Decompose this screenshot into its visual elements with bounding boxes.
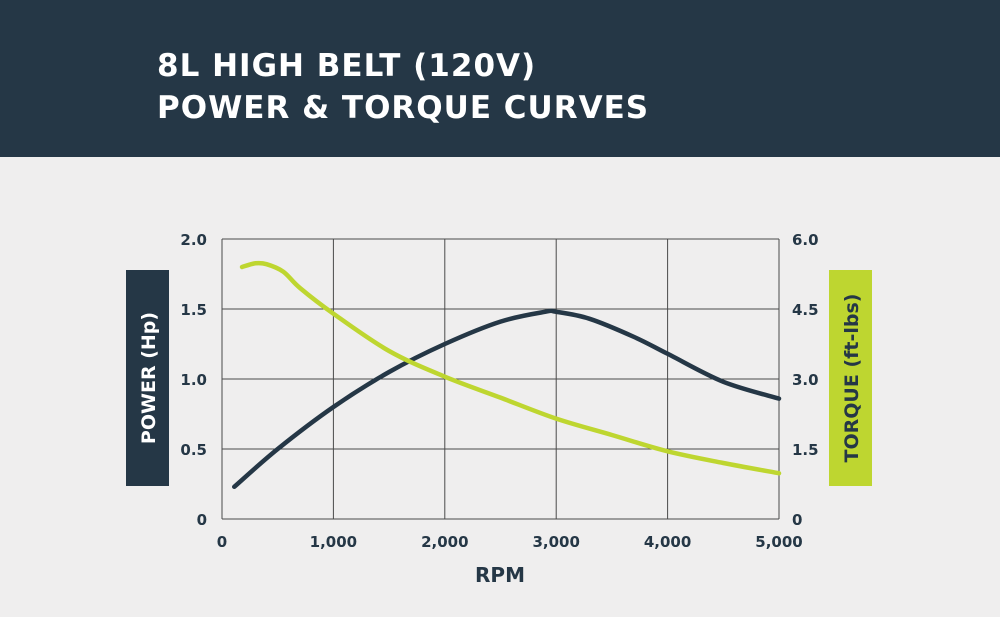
y-axis-label-torque: TORQUE (ft-lbs) — [829, 270, 872, 486]
x-tick-label: 4,000 — [644, 533, 691, 551]
y-tick-label-right: 1.5 — [792, 441, 819, 459]
y-tick-label-left: 0 — [197, 511, 207, 529]
y-tick-label-right: 4.5 — [792, 301, 819, 319]
header-banner: 8L HIGH BELT (120V) POWER & TORQUE CURVE… — [0, 0, 1000, 157]
y-axis-label-power: POWER (Hp) — [126, 270, 169, 486]
y-tick-label-left: 1.5 — [180, 301, 207, 319]
x-tick-label: 3,000 — [532, 533, 579, 551]
grid — [221, 238, 780, 520]
power-series-line — [232, 308, 782, 490]
chart-title-line-2: POWER & TORQUE CURVES — [157, 90, 650, 126]
y-tick-label-right: 6.0 — [792, 231, 819, 249]
y-tick-label-left: 2.0 — [180, 231, 207, 249]
y-tick-label-left: 0.5 — [180, 441, 207, 459]
x-tick-label: 1,000 — [310, 533, 357, 551]
series-lines — [232, 260, 782, 490]
torque-label-box — [829, 270, 872, 486]
y-tick-label-right: 0 — [792, 511, 802, 529]
y-tick-label-left: 1.0 — [180, 371, 207, 389]
torque-series-line — [239, 260, 782, 476]
x-tick-label: 2,000 — [421, 533, 468, 551]
power-label-box — [126, 270, 169, 486]
y-tick-label-right: 3.0 — [792, 371, 819, 389]
y-axis-title-right: TORQUE (ft-lbs) — [841, 294, 863, 463]
y-axis-title-left: POWER (Hp) — [138, 312, 160, 444]
x-tick-label: 5,000 — [755, 533, 802, 551]
x-axis-title: RPM — [475, 563, 525, 587]
chart-title-line-1: 8L HIGH BELT (120V) — [157, 48, 537, 84]
x-tick-label: 0 — [217, 533, 227, 551]
